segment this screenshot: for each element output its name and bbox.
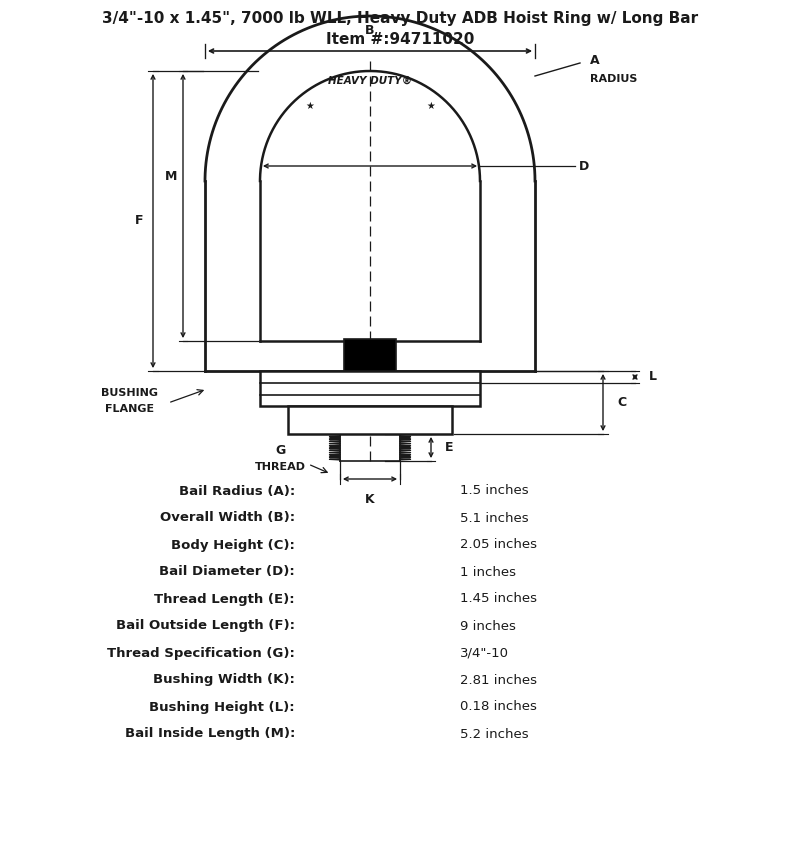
- Text: 5.1 inches: 5.1 inches: [460, 511, 529, 524]
- Text: 1.5 inches: 1.5 inches: [460, 485, 529, 498]
- Text: Bail Inside Length (M):: Bail Inside Length (M):: [125, 728, 295, 740]
- Text: FLANGE: FLANGE: [106, 404, 154, 414]
- Text: Thread Length (E):: Thread Length (E):: [154, 592, 295, 605]
- Text: C: C: [617, 396, 626, 409]
- Text: Bushing Width (K):: Bushing Width (K):: [153, 673, 295, 686]
- Text: 2.81 inches: 2.81 inches: [460, 673, 537, 686]
- Text: THREAD: THREAD: [254, 462, 306, 472]
- Text: Bail Outside Length (F):: Bail Outside Length (F):: [116, 620, 295, 633]
- Text: E: E: [445, 441, 454, 454]
- Text: 1 inches: 1 inches: [460, 566, 516, 579]
- Text: 0.18 inches: 0.18 inches: [460, 701, 537, 714]
- Text: Thread Specification (G):: Thread Specification (G):: [107, 647, 295, 660]
- Text: D: D: [579, 159, 590, 172]
- Text: Bail Radius (A):: Bail Radius (A):: [178, 485, 295, 498]
- Text: RADIUS: RADIUS: [590, 74, 638, 84]
- Text: ★: ★: [426, 102, 435, 111]
- Text: Bushing Height (L):: Bushing Height (L):: [150, 701, 295, 714]
- Text: 9 inches: 9 inches: [460, 620, 516, 633]
- Text: B: B: [366, 24, 374, 37]
- Text: L: L: [649, 370, 657, 383]
- Text: HEAVY DUTY®: HEAVY DUTY®: [328, 76, 412, 85]
- Text: Body Height (C):: Body Height (C):: [171, 538, 295, 552]
- Text: ★: ★: [305, 102, 314, 111]
- Bar: [260, 371, 480, 406]
- Text: F: F: [134, 214, 143, 227]
- Text: M: M: [165, 170, 177, 183]
- Text: 2.05 inches: 2.05 inches: [460, 538, 537, 552]
- Text: Item #:94711020: Item #:94711020: [326, 32, 474, 46]
- Text: 3/4"-10: 3/4"-10: [460, 647, 509, 660]
- Text: G: G: [275, 444, 285, 457]
- Text: K: K: [365, 493, 375, 506]
- Text: 3/4"-10 x 1.45", 7000 lb WLL, Heavy Duty ADB Hoist Ring w/ Long Bar: 3/4"-10 x 1.45", 7000 lb WLL, Heavy Duty…: [102, 10, 698, 26]
- Text: BUSHING: BUSHING: [102, 388, 158, 398]
- Text: 5.2 inches: 5.2 inches: [460, 728, 529, 740]
- Bar: [288, 406, 452, 434]
- Text: 1.45 inches: 1.45 inches: [460, 592, 537, 605]
- Bar: [344, 339, 396, 371]
- Text: A: A: [590, 54, 600, 67]
- Text: Overall Width (B):: Overall Width (B):: [160, 511, 295, 524]
- Text: Bail Diameter (D):: Bail Diameter (D):: [159, 566, 295, 579]
